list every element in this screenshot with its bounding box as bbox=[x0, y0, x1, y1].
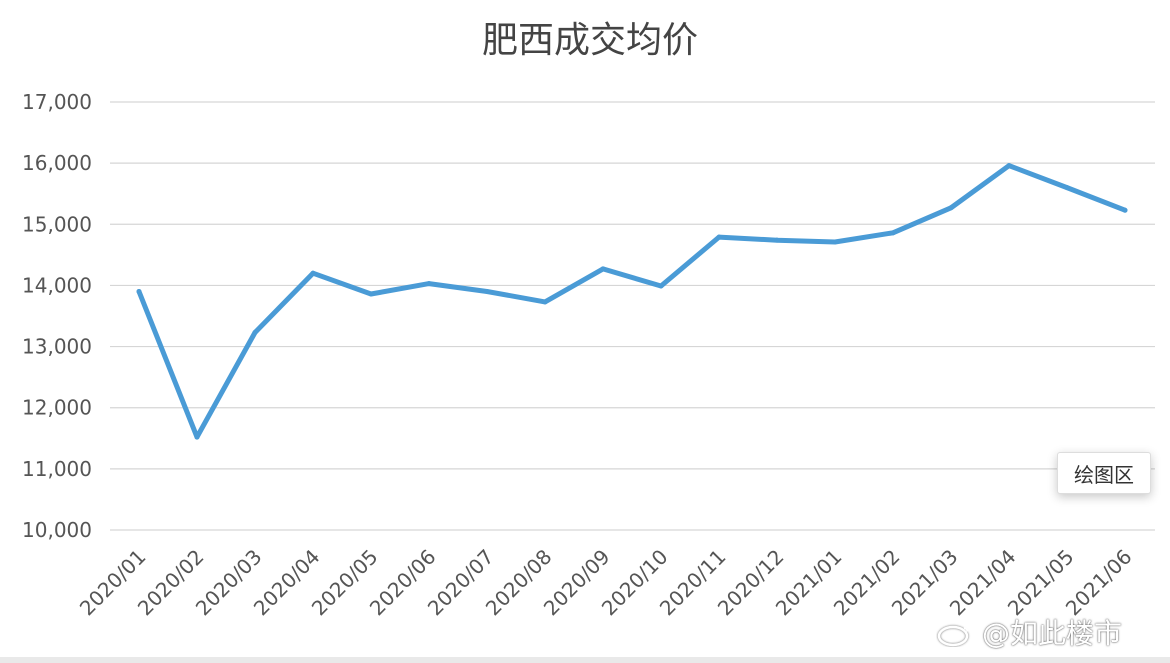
y-tick-label: 12,000 bbox=[22, 396, 92, 420]
y-tick-label: 10,000 bbox=[22, 518, 92, 542]
data-point[interactable] bbox=[426, 281, 432, 287]
x-axis-ticks: 2020/012020/022020/032020/042020/052020/… bbox=[75, 545, 1137, 621]
plot-area-tooltip: 绘图区 bbox=[1057, 452, 1151, 494]
y-tick-label: 16,000 bbox=[22, 151, 92, 175]
watermark-text: @如此楼市 bbox=[982, 617, 1123, 650]
tooltip-label: 绘图区 bbox=[1074, 462, 1134, 487]
data-point[interactable] bbox=[310, 270, 316, 276]
data-point[interactable] bbox=[948, 205, 954, 211]
y-tick-label: 13,000 bbox=[22, 335, 92, 359]
y-axis-ticks: 10,000 11,000 12,000 13,000 14,000 15,000 16,0… bbox=[22, 90, 92, 542]
data-point[interactable] bbox=[890, 230, 896, 236]
data-point[interactable] bbox=[1006, 163, 1012, 169]
data-point[interactable] bbox=[252, 330, 258, 336]
grid-lines bbox=[110, 101, 1155, 531]
data-point[interactable] bbox=[658, 283, 664, 289]
watermark: @如此楼市 bbox=[936, 612, 1122, 652]
y-tick-label: 15,000 bbox=[22, 212, 92, 236]
data-point[interactable] bbox=[1122, 207, 1128, 213]
series-layer[interactable] bbox=[136, 163, 1128, 440]
data-point[interactable] bbox=[1064, 185, 1070, 191]
y-tick-label: 11,000 bbox=[22, 457, 92, 481]
y-tick-label: 17,000 bbox=[22, 90, 92, 114]
data-point[interactable] bbox=[716, 234, 722, 240]
data-point[interactable] bbox=[832, 239, 838, 245]
data-point[interactable] bbox=[774, 237, 780, 243]
data-point[interactable] bbox=[368, 291, 374, 297]
chart-title: 肥西成交均价 bbox=[482, 20, 698, 61]
data-point[interactable] bbox=[542, 299, 548, 305]
data-point[interactable] bbox=[600, 266, 606, 272]
y-tick-label: 14,000 bbox=[22, 273, 92, 297]
series-line[interactable] bbox=[136, 163, 1128, 440]
bottom-strip bbox=[0, 657, 1170, 663]
data-point[interactable] bbox=[484, 289, 490, 295]
weibo-icon bbox=[936, 617, 976, 647]
data-point[interactable] bbox=[136, 289, 142, 295]
data-point[interactable] bbox=[194, 434, 200, 440]
